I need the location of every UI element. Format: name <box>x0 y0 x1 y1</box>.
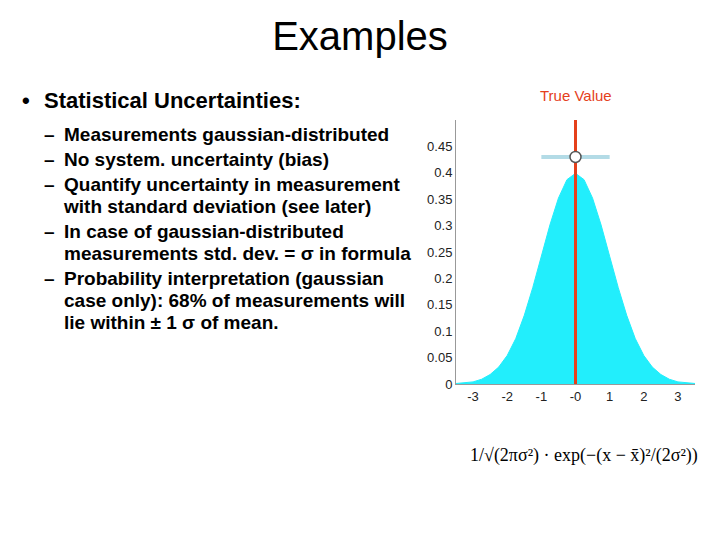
svg-text:1: 1 <box>606 389 613 404</box>
svg-text:0.15: 0.15 <box>427 297 452 312</box>
html-text:Statistical Uncertainties:: Statistical Uncertainties: <box>44 88 301 113</box>
svg-text:-0: -0 <box>570 389 582 404</box>
svg-text:0.1: 0.1 <box>434 324 452 339</box>
svg-text:0.4: 0.4 <box>434 165 452 180</box>
html-text:1/√(2πσ²) · exp(−(x − x̄)²/(2σ: 1/√(2πσ²) · exp(−(x − x̄)²/(2σ²)) <box>470 445 698 465</box>
svg-text:0.35: 0.35 <box>427 192 452 207</box>
html-text:Probability interpretation (ga: Probability interpretation (gaussian cas… <box>64 268 406 333</box>
html-text:Quantify uncertainty in measur: Quantify uncertainty in measurement with… <box>64 174 400 217</box>
svg-text:0.45: 0.45 <box>427 139 452 154</box>
svg-text:3: 3 <box>674 389 681 404</box>
svg-text:2: 2 <box>640 389 647 404</box>
html-text:Examples: Examples <box>272 14 448 58</box>
svg-text:-2: -2 <box>501 389 513 404</box>
html-text:Measurements gaussian-distribu: Measurements gaussian-distributed <box>64 124 390 145</box>
svg-text:-1: -1 <box>536 389 548 404</box>
svg-text:0.25: 0.25 <box>427 245 452 260</box>
svg-text:0: 0 <box>445 377 452 392</box>
svg-text:0.2: 0.2 <box>434 271 452 286</box>
svg-text:True Value: True Value <box>540 87 612 104</box>
svg-text:0.3: 0.3 <box>434 218 452 233</box>
html-text:No system. uncertainty (bias): No system. uncertainty (bias) <box>64 149 329 170</box>
svg-text:-3: -3 <box>467 389 479 404</box>
svg-text:0.05: 0.05 <box>427 350 452 365</box>
html-text:In case of gaussian-distribute: In case of gaussian-distributed measurem… <box>64 221 411 264</box>
